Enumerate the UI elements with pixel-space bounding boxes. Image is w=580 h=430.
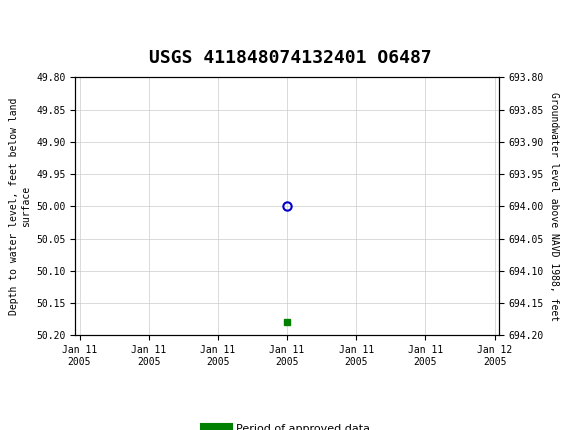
Y-axis label: Depth to water level, feet below land
surface: Depth to water level, feet below land su… xyxy=(9,98,31,315)
Text: █USGS: █USGS xyxy=(12,13,78,39)
Y-axis label: Groundwater level above NAVD 1988, feet: Groundwater level above NAVD 1988, feet xyxy=(549,92,559,321)
Text: USGS 411848074132401 O6487: USGS 411848074132401 O6487 xyxy=(148,49,432,67)
Legend: Period of approved data: Period of approved data xyxy=(200,419,374,430)
